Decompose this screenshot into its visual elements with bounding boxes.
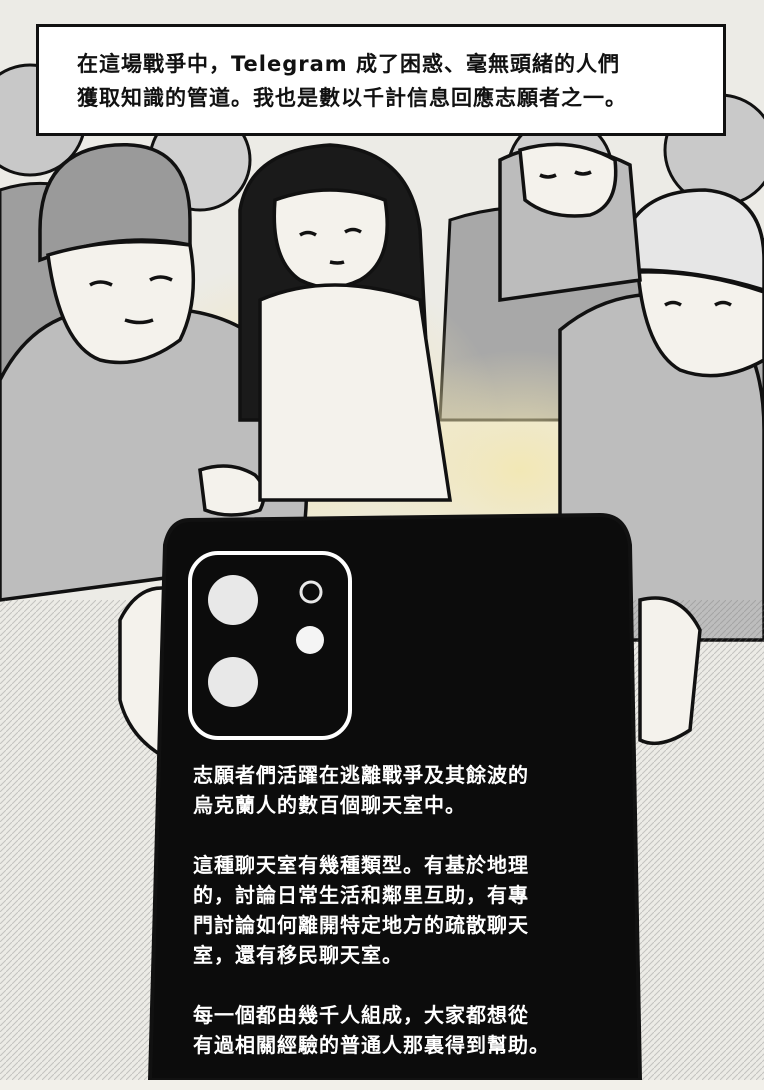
phone-paragraph-3: 每一個都由幾千人組成，大家都想從 有過相關經驗的普通人那裏得到幫助。: [193, 1000, 623, 1060]
woman-with-scarf: [498, 142, 642, 303]
text-line: 志願者們活躍在逃離戰爭及其餘波的: [193, 763, 529, 787]
girl-with-dark-hair: [238, 143, 453, 502]
text-line: 的，討論日常生活和鄰里互助，有專: [193, 883, 529, 907]
narration-caption-box: 在這場戰爭中，Telegram 成了困惑、毫無頭緒的人們 獲取知識的管道。我也是…: [36, 24, 726, 136]
smartphone-back-icon: [147, 512, 643, 1080]
text-line: 每一個都由幾千人組成，大家都想從: [193, 1003, 529, 1027]
text-line: 門討論如何離開特定地方的疏散聊天: [193, 913, 529, 937]
phone-paragraph-2: 這種聊天室有幾種類型。有基於地理 的，討論日常生活和鄰里互助，有專 門討論如何離…: [193, 850, 623, 970]
phone-screen-text: 志願者們活躍在逃離戰爭及其餘波的 烏克蘭人的數百個聊天室中。 這種聊天室有幾種類…: [193, 760, 623, 1090]
text-line: 烏克蘭人的數百個聊天室中。: [193, 793, 466, 817]
camera-module-icon: [188, 551, 352, 740]
caption-line-1: 在這場戰爭中，Telegram 成了困惑、毫無頭緒的人們: [77, 52, 620, 76]
phone-paragraph-1: 志願者們活躍在逃離戰爭及其餘波的 烏克蘭人的數百個聊天室中。: [193, 760, 623, 820]
caption-line-2: 獲取知識的管道。我也是數以千計信息回應志願者之一。: [77, 86, 627, 110]
text-line: 這種聊天室有幾種類型。有基於地理: [193, 853, 529, 877]
text-line: 有過相關經驗的普通人那裏得到幫助。: [193, 1033, 550, 1057]
text-line: 室，還有移民聊天室。: [193, 943, 403, 967]
